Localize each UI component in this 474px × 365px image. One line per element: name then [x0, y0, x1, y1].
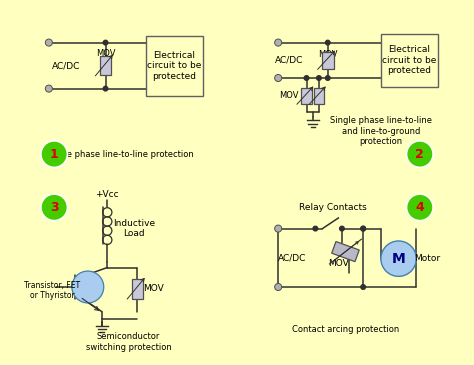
Text: Transistor, FET
or Thyristor: Transistor, FET or Thyristor — [24, 281, 81, 300]
Circle shape — [317, 76, 321, 80]
Bar — [314, 88, 324, 104]
Circle shape — [407, 141, 433, 168]
Bar — [381, 34, 438, 87]
Text: M: M — [392, 252, 405, 266]
Circle shape — [274, 284, 282, 291]
Bar — [100, 56, 111, 75]
Text: MOV: MOV — [143, 284, 164, 293]
Text: 4: 4 — [415, 201, 424, 214]
Text: Contact arcing protection: Contact arcing protection — [292, 325, 399, 334]
Bar — [301, 88, 312, 104]
Bar — [332, 242, 359, 262]
Text: MOV: MOV — [96, 49, 115, 58]
Circle shape — [361, 226, 365, 231]
Text: AC/DC: AC/DC — [278, 253, 307, 262]
Circle shape — [313, 226, 318, 231]
Circle shape — [103, 86, 108, 91]
Circle shape — [361, 285, 365, 289]
Circle shape — [407, 194, 433, 220]
Text: 3: 3 — [50, 201, 58, 214]
Text: Electrical
circuit to be
protected: Electrical circuit to be protected — [147, 51, 202, 81]
Circle shape — [41, 141, 67, 168]
Circle shape — [304, 76, 309, 80]
Circle shape — [274, 74, 282, 81]
Text: MOV: MOV — [328, 260, 349, 269]
Circle shape — [274, 39, 282, 46]
Circle shape — [72, 271, 104, 303]
Circle shape — [41, 194, 67, 220]
Circle shape — [361, 226, 365, 231]
Text: AC/DC: AC/DC — [274, 56, 303, 65]
Text: Inductive
Load: Inductive Load — [113, 219, 155, 238]
Circle shape — [326, 40, 330, 45]
Text: MOV: MOV — [279, 91, 299, 100]
Circle shape — [103, 40, 108, 45]
Text: Single phase line-to-line
and line-to-ground
protection: Single phase line-to-line and line-to-gr… — [330, 116, 432, 146]
Bar — [132, 279, 143, 299]
Circle shape — [340, 226, 344, 231]
Text: Single phase line-to-line protection: Single phase line-to-line protection — [46, 150, 193, 159]
Text: Electrical
circuit to be
protected: Electrical circuit to be protected — [382, 45, 437, 75]
Text: +Vcc: +Vcc — [95, 191, 119, 199]
Text: 1: 1 — [50, 147, 59, 161]
Bar — [322, 52, 334, 69]
Circle shape — [274, 225, 282, 232]
Circle shape — [46, 39, 53, 46]
Circle shape — [46, 85, 53, 92]
Text: Semiconductor
switching protection: Semiconductor switching protection — [86, 332, 172, 351]
Circle shape — [326, 76, 330, 80]
Circle shape — [381, 241, 416, 276]
Text: MOV: MOV — [318, 50, 337, 59]
Text: Relay Contacts: Relay Contacts — [299, 203, 367, 212]
Text: 2: 2 — [415, 147, 424, 161]
Text: AC/DC: AC/DC — [53, 61, 81, 70]
Text: Motor: Motor — [414, 254, 440, 263]
Bar — [146, 35, 203, 96]
